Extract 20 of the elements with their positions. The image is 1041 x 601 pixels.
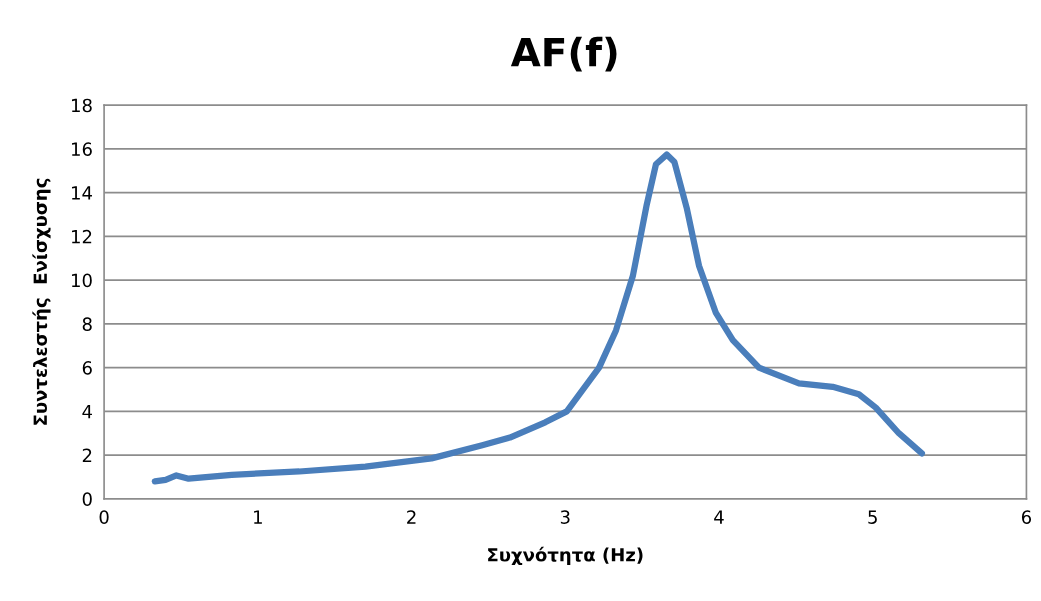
y-tick-label: 6	[82, 361, 92, 375]
x-tick-label: 2	[407, 510, 416, 524]
x-tick-label: 4	[714, 510, 724, 524]
y-tick-label: 10	[72, 273, 92, 288]
x-tick-label: 1	[254, 510, 262, 524]
y-tick-label: 12	[72, 229, 92, 244]
x-axis-title: Συχνότητα (Hz)	[488, 546, 643, 566]
y-tick-label: 14	[72, 186, 92, 200]
x-tick-label: 5	[868, 510, 877, 524]
y-tick-label: 4	[82, 405, 92, 419]
y-tick-label: 16	[72, 142, 92, 157]
chart-title: AF(f)	[510, 36, 617, 72]
y-tick-label: 0	[82, 492, 92, 506]
x-tick-label: 0	[99, 510, 109, 524]
y-axis-title: Συντελεστής Ενίσχυσης	[32, 178, 51, 425]
x-tick-label: 3	[560, 510, 570, 524]
y-tick-label: 2	[82, 448, 92, 462]
y-tick-label: 18	[72, 98, 92, 113]
y-tick-label: 8	[82, 317, 92, 331]
x-tick-label: 6	[1021, 510, 1032, 524]
